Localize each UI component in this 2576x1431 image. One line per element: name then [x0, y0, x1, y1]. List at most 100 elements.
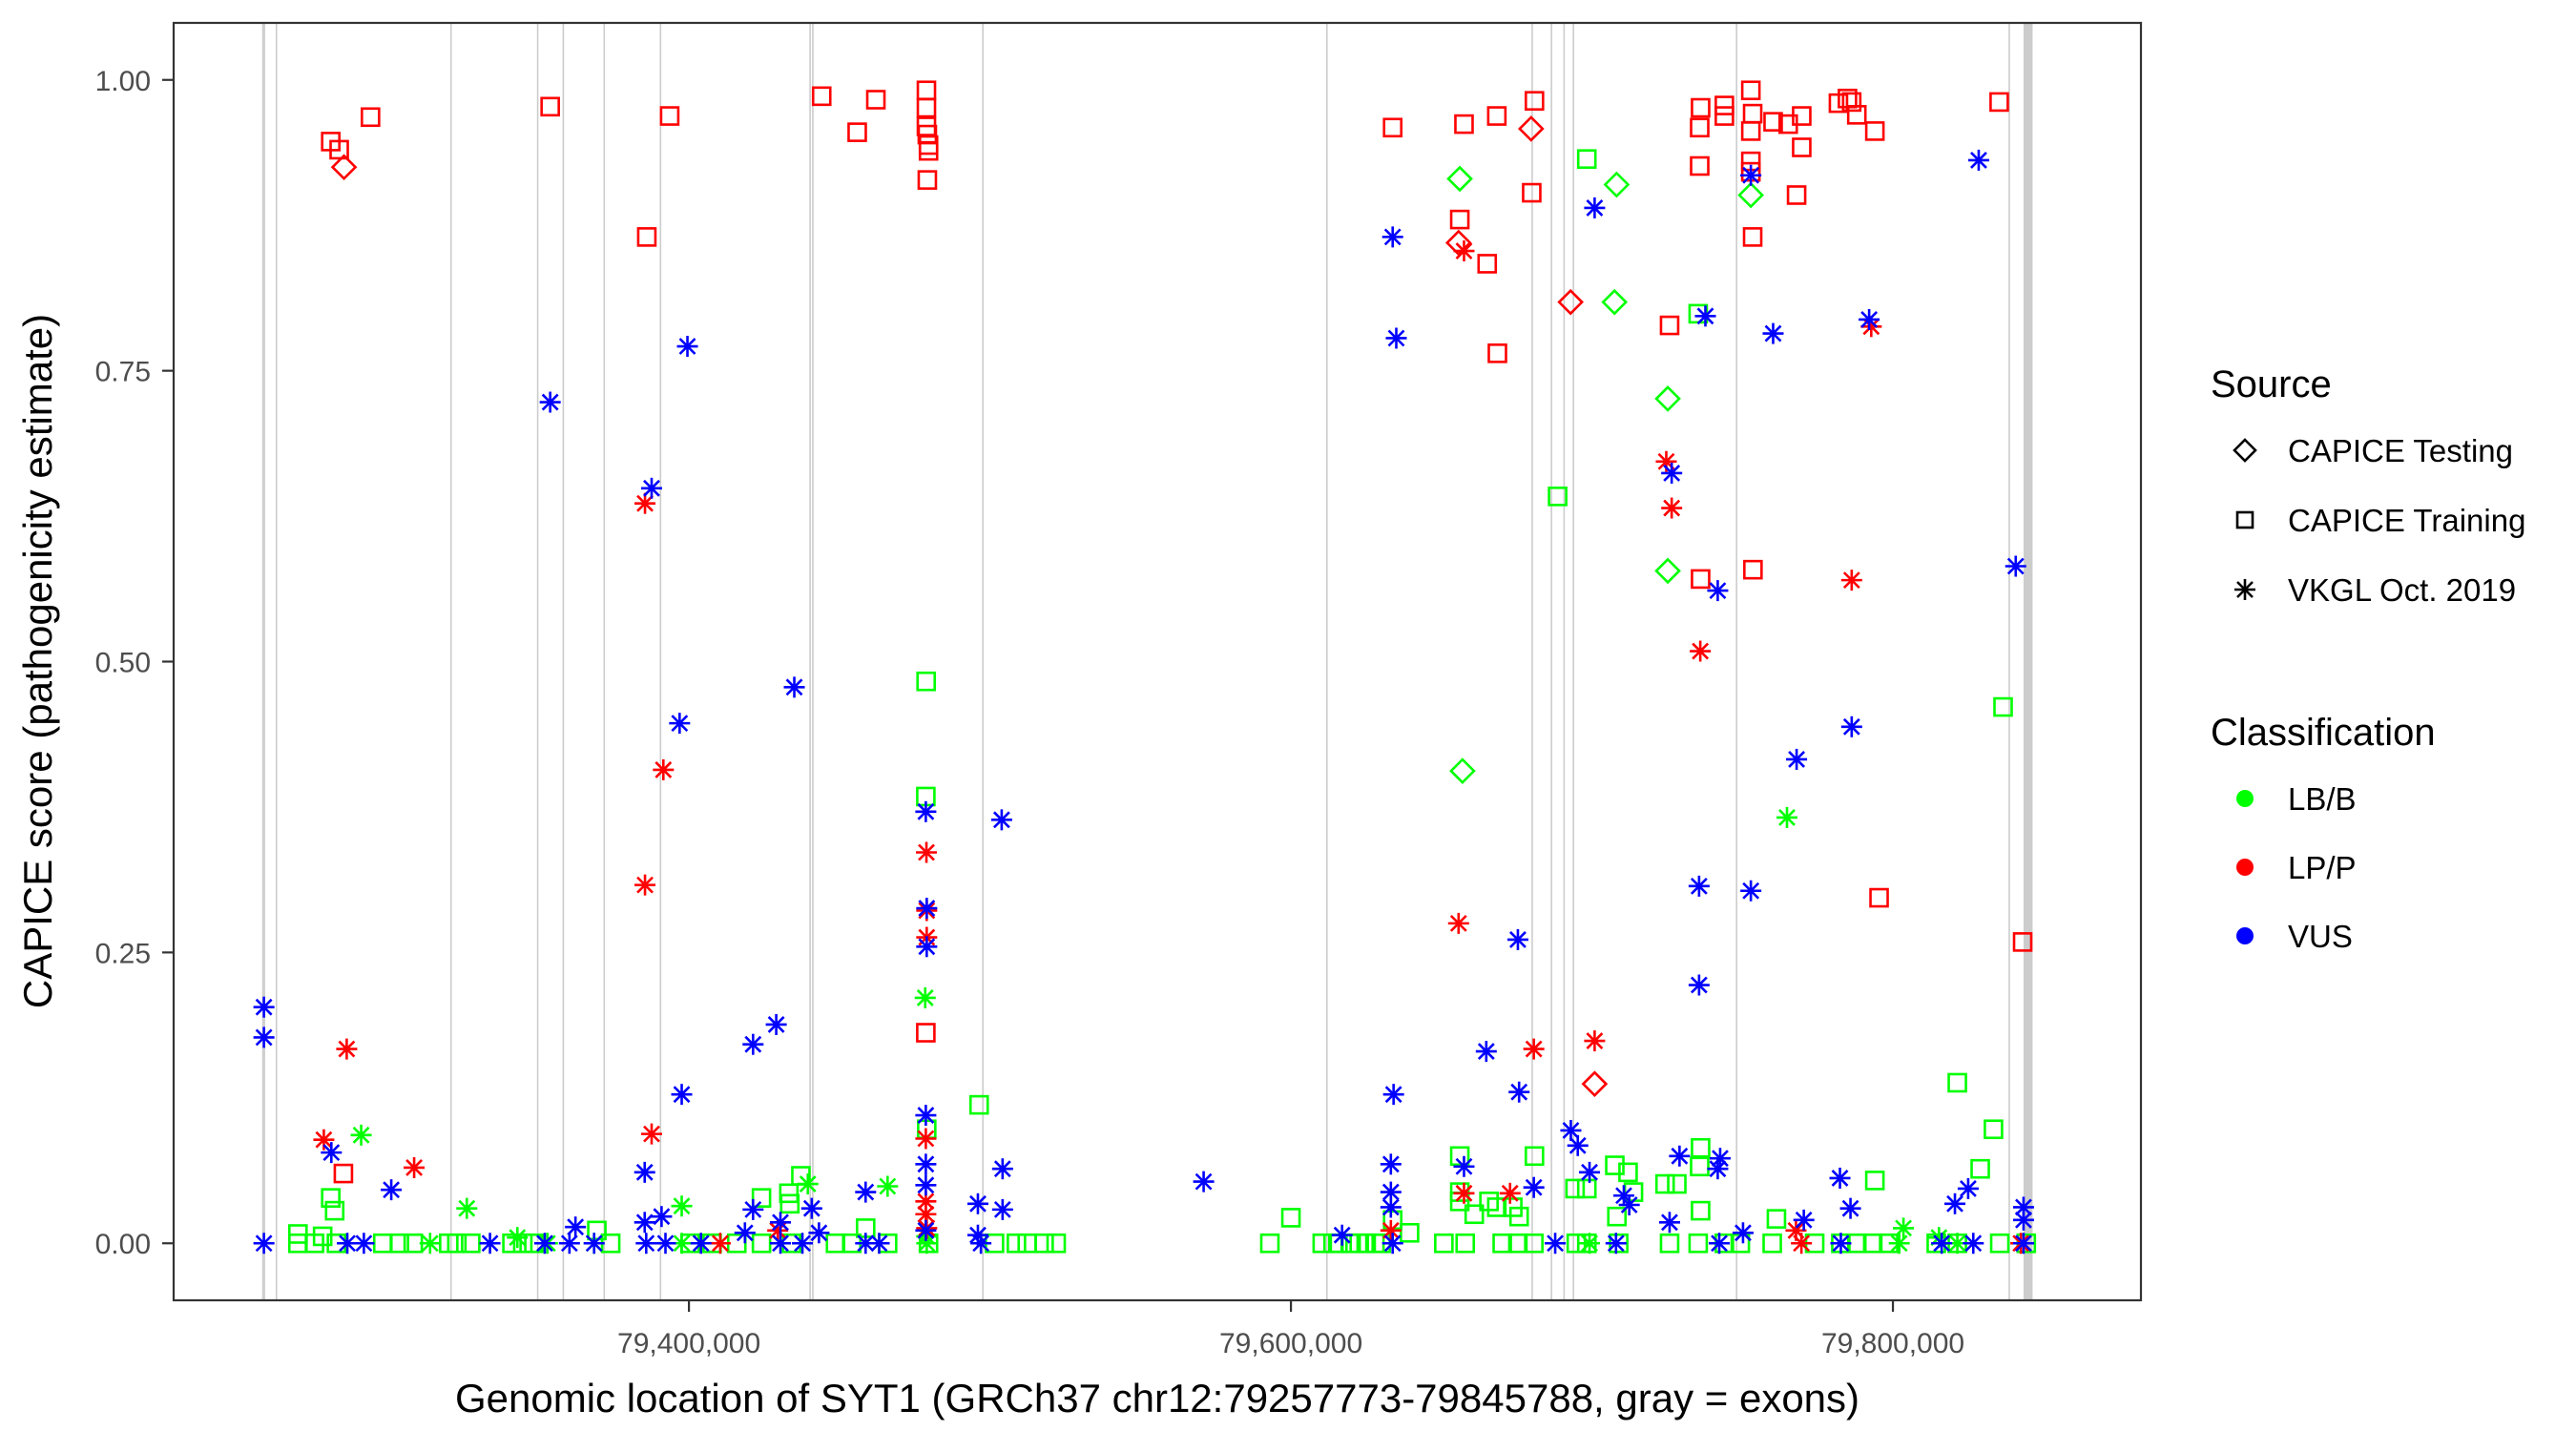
data-point-asterisk [1584, 1030, 1606, 1052]
exon-line [449, 23, 452, 1300]
data-point-asterisk [253, 1233, 275, 1255]
data-point-asterisk [690, 1233, 712, 1255]
exon-line [809, 23, 811, 1300]
data-point-square [751, 1188, 772, 1208]
data-point-asterisk [1506, 928, 1528, 950]
data-point-asterisk [479, 1233, 501, 1255]
data-point-asterisk [1584, 197, 1606, 218]
data-point-asterisk [1380, 1196, 1402, 1218]
data-point-square [918, 140, 939, 161]
x-tick-label: 79,800,000 [1821, 1328, 1964, 1359]
data-point-square [779, 1183, 800, 1204]
data-point-square [361, 107, 381, 128]
data-point-square [312, 1226, 333, 1247]
data-point-square [1449, 1146, 1470, 1167]
data-point-square [512, 1233, 533, 1254]
data-point-square [329, 139, 349, 160]
data-point-square [1548, 487, 1568, 507]
data-point-asterisk [916, 841, 938, 863]
exon-line [603, 23, 606, 1300]
data-point-asterisk [970, 1233, 992, 1255]
data-point-asterisk [1453, 240, 1475, 262]
data-point-asterisk [321, 1142, 343, 1164]
data-point-asterisk [1707, 1158, 1729, 1180]
legend-label: VUS [2288, 919, 2353, 954]
data-point-asterisk [1888, 1233, 1910, 1255]
data-point-asterisk [915, 1219, 937, 1241]
data-point-asterisk [800, 1197, 822, 1219]
legend-label: LB/B [2288, 781, 2357, 817]
data-point-square [1947, 1072, 1967, 1093]
data-point-asterisk [353, 1233, 375, 1255]
data-point-square [1989, 1233, 2010, 1254]
data-point-asterisk [653, 758, 675, 780]
data-point-asterisk [1382, 1084, 1404, 1106]
data-point-asterisk [1331, 1224, 1353, 1246]
data-point-asterisk [671, 1084, 693, 1106]
data-point-asterisk [1380, 1153, 1402, 1175]
data-point-square [324, 1200, 345, 1221]
exon-line [659, 23, 662, 1300]
data-point-asterisk [1829, 1167, 1851, 1189]
data-point-square [1691, 1137, 1711, 1158]
data-point-asterisk [1545, 1233, 1567, 1255]
data-point-asterisk [669, 713, 691, 735]
data-point-asterisk [1957, 1177, 1979, 1199]
exon-lines [261, 23, 2033, 1300]
data-point-asterisk [808, 1222, 830, 1244]
data-point-square [1449, 209, 1470, 230]
data-point-square [1464, 1204, 1485, 1225]
data-point-asterisk [877, 1175, 899, 1197]
data-point-asterisk [1579, 1233, 1601, 1255]
data-point-square [1046, 1233, 1067, 1254]
data-point-asterisk [1453, 1155, 1475, 1177]
exon-line [263, 23, 265, 1300]
data-point-asterisk [734, 1222, 756, 1244]
data-point-asterisk [792, 1233, 814, 1255]
data-point-asterisk [742, 1198, 764, 1220]
exon-line [1563, 23, 1566, 1300]
data-point-square [847, 122, 867, 142]
data-point-square [1280, 1208, 1301, 1228]
data-point-square [321, 1188, 341, 1208]
data-point-square [1525, 91, 1545, 112]
data-point-asterisk [2012, 1196, 2034, 1218]
data-point-asterisk [1381, 226, 1403, 248]
data-point-asterisk [651, 1206, 673, 1228]
data-point-asterisk [1618, 1194, 1640, 1216]
data-point-diamond [1444, 229, 1472, 257]
data-point-asterisk [1661, 462, 1683, 484]
color-dot-icon [2236, 927, 2254, 944]
data-point-asterisk [991, 1158, 1013, 1180]
data-point-square [1576, 149, 1597, 169]
data-point-square [333, 1163, 354, 1184]
data-point-square [1691, 97, 1711, 118]
data-point-square [1970, 1158, 1990, 1179]
data-point-square [1034, 1233, 1054, 1254]
data-point-asterisk [2012, 1233, 2034, 1255]
data-point-square [1690, 156, 1710, 176]
data-point-square [1607, 1206, 1628, 1227]
exon-line [1572, 23, 1574, 1300]
data-point-square [1691, 1200, 1711, 1221]
data-point-asterisk [671, 1195, 693, 1217]
data-point-asterisk [1944, 1192, 1966, 1214]
legend-label: CAPICE Testing [2288, 433, 2513, 468]
data-point-square [1659, 315, 1680, 336]
data-point-asterisk [915, 1128, 937, 1150]
data-point-asterisk [916, 936, 938, 958]
data-point-asterisk [1567, 1134, 1589, 1156]
data-point-asterisk [381, 1179, 403, 1201]
data-point-square [916, 1023, 936, 1043]
data-point-asterisk [1931, 1233, 1953, 1255]
data-point-asterisk [797, 1173, 819, 1195]
data-point-asterisk [1740, 880, 1762, 902]
data-point-diamond [1446, 165, 1473, 193]
data-point-asterisk [404, 1156, 426, 1178]
data-point-asterisk [1967, 149, 1989, 171]
data-point-diamond [1654, 385, 1681, 412]
data-point-asterisk [915, 800, 937, 822]
data-point-square [1576, 1178, 1597, 1199]
asterisk-icon [2234, 579, 2255, 600]
